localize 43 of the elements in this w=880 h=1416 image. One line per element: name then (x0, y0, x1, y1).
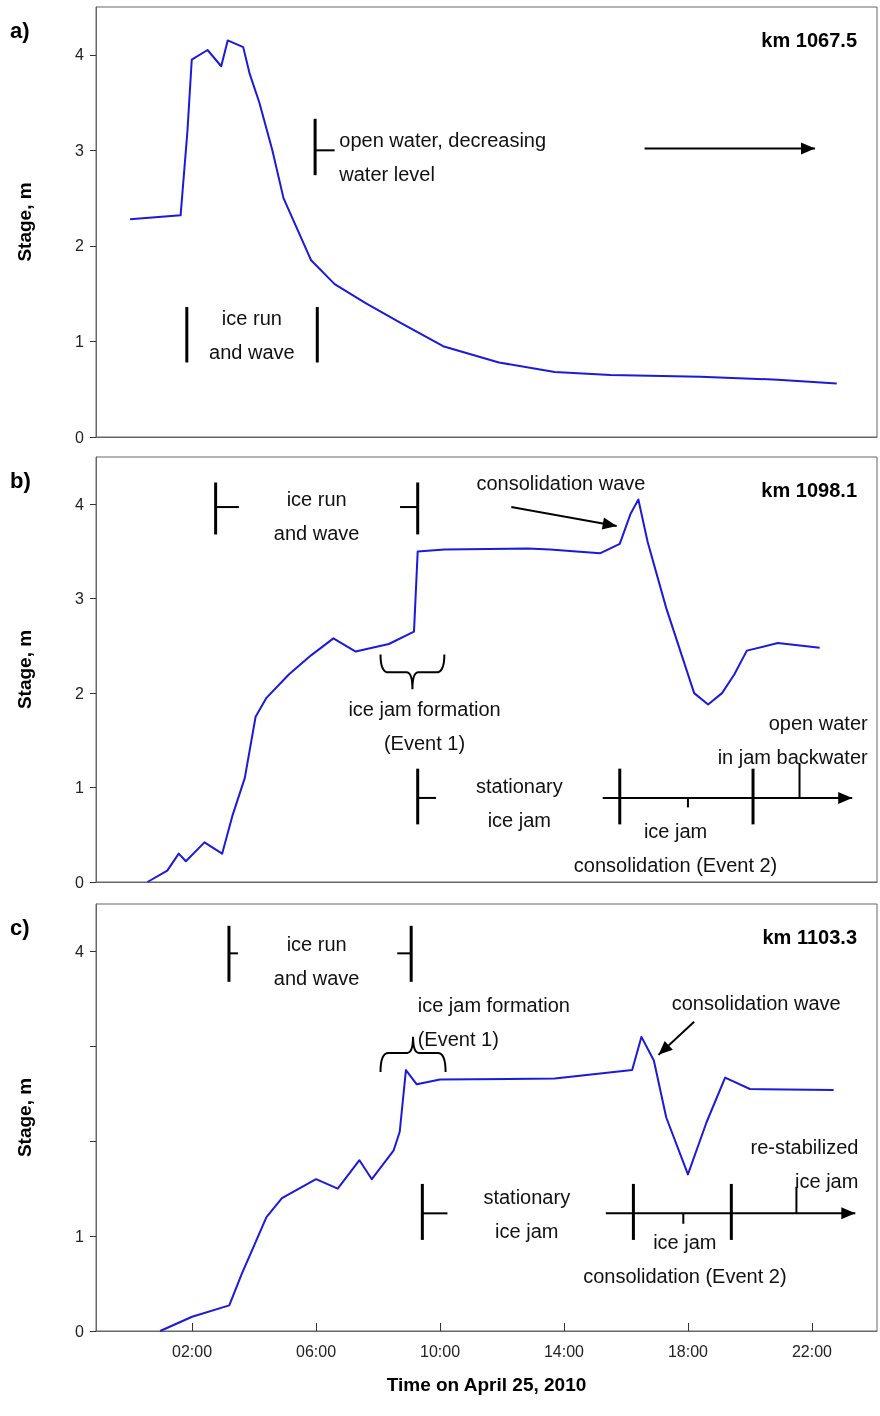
y-axis-title: Stage, m (14, 182, 35, 262)
annotation: consolidation wave (476, 472, 646, 495)
y-tick-label: 0 (75, 1322, 85, 1340)
annotation: ice run and wave (273, 487, 360, 544)
annotation: ice jam formation (Event 1) (417, 993, 570, 1050)
text: km 1103.3 (762, 926, 857, 948)
y-tick-label: 4 (75, 495, 85, 513)
text: b) (10, 467, 31, 493)
y-axis-title: Stage, m (14, 629, 35, 710)
y-tick-label: 1 (75, 332, 85, 350)
x-tick-label: 22:00 (791, 1342, 833, 1360)
text: km 1067.5 (761, 29, 858, 51)
y-tick-label: 4 (75, 46, 85, 64)
y-tick-label: 4 (75, 942, 85, 960)
x-tick-label: 06:00 (296, 1342, 337, 1360)
x-tick-label: 18:00 (667, 1342, 709, 1360)
x-tick-label: 02:00 (172, 1342, 213, 1360)
y-tick-label: 3 (75, 590, 85, 608)
text: c) (10, 914, 30, 940)
y-tick-label: 1 (75, 779, 85, 797)
text: a) (10, 17, 30, 43)
text: km 1098.1 (761, 479, 858, 501)
annotation: stationary ice jam (475, 774, 563, 831)
annotation: re-stabilized ice jam (750, 1136, 859, 1192)
y-tick-label: 0 (75, 428, 85, 446)
annotation: open water in jam backwater (717, 712, 869, 769)
annotation: ice jam formation (Event 1) (348, 698, 501, 755)
y-axis-title: Stage, m (14, 1077, 35, 1158)
y-tick-label: 0 (75, 873, 85, 891)
annotation: stationary ice jam (483, 1186, 571, 1243)
annotation: ice jam consolidation (Event 2) (573, 820, 778, 876)
y-tick-label: 2 (75, 684, 85, 702)
y-tick-label: 2 (75, 237, 85, 255)
y-tick-label: 1 (75, 1227, 85, 1245)
annotation: consolidation wave (671, 991, 841, 1014)
annotation: open water, decreasing water level (338, 129, 547, 186)
x-axis-title: Time on April 25, 2010 (386, 1374, 587, 1395)
y-tick-label: 3 (75, 141, 85, 159)
annotation: ice run and wave (209, 306, 295, 363)
annotation: ice jam consolidation (Event 2) (583, 1230, 787, 1287)
annotation: ice run and wave (273, 932, 360, 989)
x-tick-label: 10:00 (419, 1342, 461, 1360)
x-tick-label: 14:00 (543, 1342, 585, 1360)
